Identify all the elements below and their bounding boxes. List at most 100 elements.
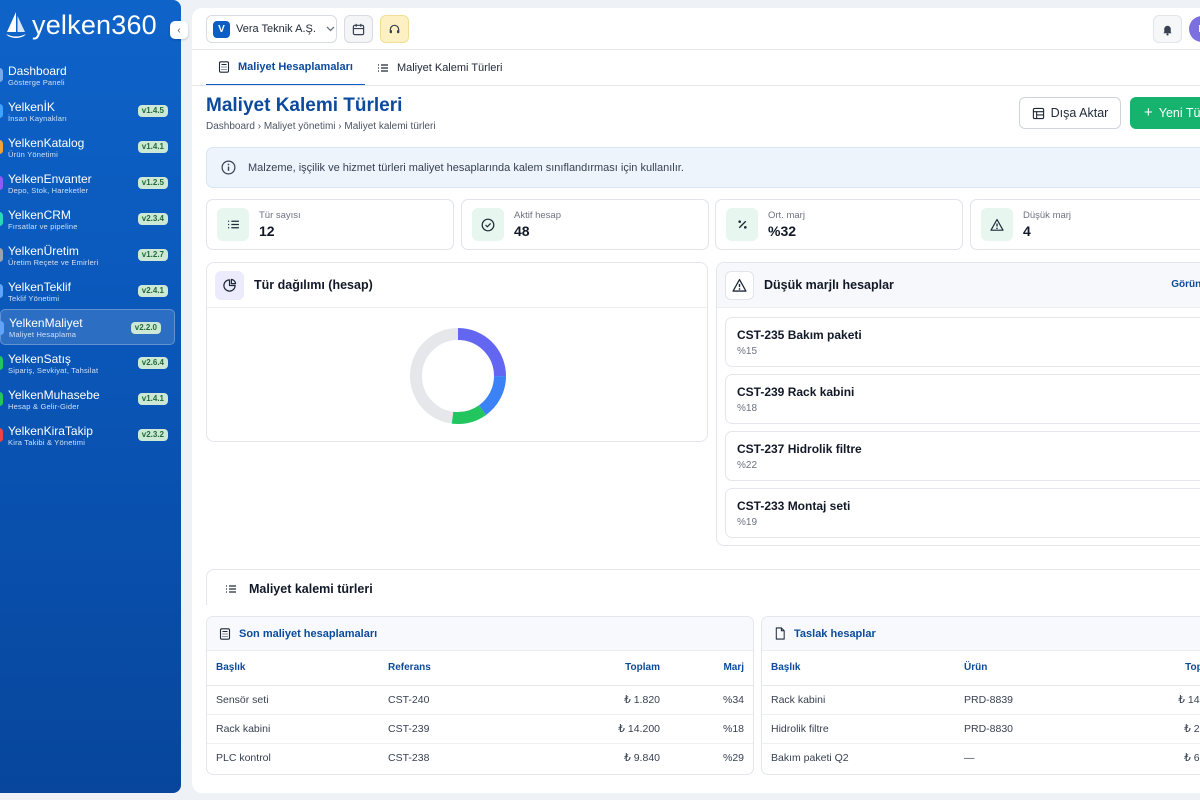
sidebar-item-name: YelkenİK: [8, 99, 55, 114]
sidebar-item[interactable]: YelkenMuhasebe Hesap & Gelir-Gider v1.4.1: [0, 381, 181, 417]
sidebar-item-name: Dashboard: [8, 63, 67, 78]
column-header[interactable]: Başlık: [762, 651, 955, 686]
column-header[interactable]: Ürün: [955, 651, 1105, 686]
tab-label: Maliyet Kalemi Türleri: [396, 62, 503, 74]
sidebar-item[interactable]: Dashboard Gösterge Paneli: [0, 57, 181, 93]
sidebar-item-name: YelkenSatış: [8, 351, 71, 366]
column-header[interactable]: Toplam: [519, 651, 669, 686]
sidebar-item-subtitle: Sipariş, Sevkiyat, Tahsilat: [8, 365, 99, 375]
cell-total: ₺ 6.800: [1184, 751, 1200, 764]
donut-segment[interactable]: [410, 328, 506, 424]
company-selector[interactable]: V Vera Teknik A.Ş.: [206, 15, 337, 43]
table-row[interactable]: Bakım paketi Q2 — ₺ 6.800: [762, 743, 1200, 772]
version-badge: v2.4.1: [137, 285, 168, 297]
cell-margin: %18: [669, 714, 753, 744]
cell-reference: CST-238: [388, 751, 430, 764]
sidebar-item-subtitle: Ürün Yönetimi: [8, 149, 58, 159]
low-margin-card-header: Düşük marjlı hesaplar: [717, 263, 1200, 308]
tab-bar: Maliyet Hesaplamaları Maliyet Kalemi Tür…: [206, 50, 515, 86]
breadcrumb-item[interactable]: Maliyet yönetimi: [263, 121, 336, 132]
table-row[interactable]: Sensör seti CST-240 ₺ 1.820 %34: [207, 685, 753, 715]
sidebar-item-name: YelkenMaliyet: [9, 315, 83, 330]
module-color-dot: [0, 428, 3, 442]
sidebar-item[interactable]: YelkenCRM Fırsatlar ve pipeline v2.3.4: [0, 201, 181, 237]
table-row[interactable]: PLC kontrol CST-238 ₺ 9.840 %29: [207, 743, 753, 772]
breadcrumb-separator: ›: [257, 121, 264, 132]
low-margin-item[interactable]: CST-239 Rack kabini %18: [725, 374, 1200, 424]
cell-margin: %29: [722, 751, 744, 764]
kpi-label: Ort. marj: [768, 210, 805, 221]
low-margin-item[interactable]: CST-235 Bakım paketi %15: [725, 317, 1200, 367]
warning-icon: [725, 270, 754, 300]
tab-cost-calculations[interactable]: Maliyet Hesaplamaları: [206, 50, 365, 86]
table-row[interactable]: Hidrolik filtre PRD-8830 ₺ 2.140: [762, 714, 1200, 744]
sidebar-item[interactable]: YelkenEnvanter Depo, Stok, Hareketler v1.2…: [0, 165, 181, 201]
draft-calculations-title: Taslak hesaplar: [794, 627, 876, 640]
user-avatar[interactable]: D: [1189, 16, 1200, 42]
distribution-card: Tür dağılımı (hesap): [206, 262, 708, 442]
tab-cost-item-types[interactable]: Maliyet Kalemi Türleri: [365, 50, 515, 86]
table-header-row: Başlık Referans Toplam Marj: [207, 651, 753, 686]
low-margin-title: Düşük marjlı hesaplar: [764, 278, 894, 292]
support-button[interactable]: [380, 15, 409, 43]
kpi-value: 48: [514, 223, 530, 239]
module-color-dot: [0, 104, 3, 118]
sidebar-item-subtitle: Hesap & Gelir-Gider: [8, 401, 80, 411]
version-badge: v1.4.1: [137, 141, 168, 153]
notifications-button[interactable]: [1153, 15, 1182, 43]
column-header[interactable]: Toplam: [1105, 651, 1200, 686]
low-margin-item-title: CST-233 Montaj seti: [737, 499, 851, 513]
sidebar-item[interactable]: YelkenSatış Sipariş, Sevkiyat, Tahsilat v2…: [0, 345, 181, 381]
distribution-card-header: Tür dağılımı (hesap): [207, 263, 707, 308]
donut-segment[interactable]: [410, 328, 506, 424]
kpi-value: 4: [1023, 223, 1031, 239]
sidebar-item-subtitle: Kira Takibi & Yönetimi: [8, 437, 86, 447]
sidebar-item[interactable]: YelkenKatalog Ürün Yönetimi v1.4.1: [0, 129, 181, 165]
column-header[interactable]: Referans: [379, 651, 519, 686]
collapse-sidebar-button[interactable]: ‹: [170, 21, 188, 39]
column-header[interactable]: Başlık: [207, 651, 379, 686]
info-banner: Malzeme, işçilik ve hizmet türleri maliy…: [206, 147, 1200, 188]
module-color-dot: [0, 212, 3, 226]
list-icon: [226, 585, 236, 593]
module-color-dot: [0, 140, 3, 154]
cost-item-types-card: Maliyet kalemi türleri: [206, 569, 1200, 605]
sidebar-item[interactable]: YelkenTeklif Teklif Yönetimi v2.4.1: [0, 273, 181, 309]
table-row[interactable]: Rack kabini CST-239 ₺ 14.200 %18: [207, 714, 753, 744]
draft-calculations-table: Başlık Ürün Toplam Rack kabini PRD-8839 …: [762, 651, 1200, 772]
version-badge: v1.2.5: [137, 177, 168, 189]
module-color-dot: [0, 68, 3, 82]
sailboat-icon: [6, 12, 26, 38]
calculator-icon: [219, 627, 231, 640]
kpi-label: Tür sayısı: [259, 210, 301, 221]
calculator-icon: [218, 61, 230, 73]
export-label: Dışa Aktar: [1050, 106, 1109, 120]
new-type-button[interactable]: + Yeni Tür: [1130, 97, 1200, 129]
kpi-active-accounts: Aktif hesap 48: [461, 199, 709, 250]
calendar-button[interactable]: [344, 15, 373, 43]
bell-icon: [1163, 25, 1172, 36]
check-circle-icon: [472, 208, 504, 241]
sidebar-item-subtitle: Teklif Yönetimi: [8, 293, 60, 303]
sidebar-item[interactable]: YelkenKiraTakip Kira Takibi & Yönetimi v2.…: [0, 417, 181, 453]
distribution-donut-chart: [410, 328, 506, 424]
cell-title: Hidrolik filtre: [762, 714, 955, 744]
list-icon: [377, 64, 388, 72]
kpi-value: 12: [259, 223, 275, 239]
view-low-margin-link[interactable]: Görüntüle: [1171, 279, 1200, 290]
column-header[interactable]: Marj: [669, 651, 753, 686]
sidebar-item[interactable]: YelkenMaliyet Maliyet Hesaplama v2.2.0: [0, 309, 175, 345]
breadcrumb-item[interactable]: Dashboard: [206, 121, 255, 132]
sidebar-item-subtitle: İnsan Kaynakları: [8, 113, 68, 123]
sidebar-item[interactable]: YelkenİK İnsan Kaynakları v1.4.5: [0, 93, 181, 129]
app-logo[interactable]: yelken360: [4, 10, 157, 40]
breadcrumb-item: Maliyet kalemi türleri: [344, 121, 436, 132]
table-row[interactable]: Rack kabini PRD-8839 ₺ 14.200: [762, 685, 1200, 715]
low-margin-item[interactable]: CST-233 Montaj seti %19: [725, 488, 1200, 538]
export-button[interactable]: Dışa Aktar: [1019, 97, 1121, 129]
low-margin-item[interactable]: CST-237 Hidrolik filtre %22: [725, 431, 1200, 481]
low-margin-item-title: CST-237 Hidrolik filtre: [737, 442, 862, 456]
chevron-down-icon: [326, 24, 335, 34]
sidebar-item[interactable]: YelkenÜretim Üretim Reçete ve Emirleri v1.…: [0, 237, 181, 273]
cost-item-types-header: Maliyet kalemi türleri: [207, 570, 1200, 596]
